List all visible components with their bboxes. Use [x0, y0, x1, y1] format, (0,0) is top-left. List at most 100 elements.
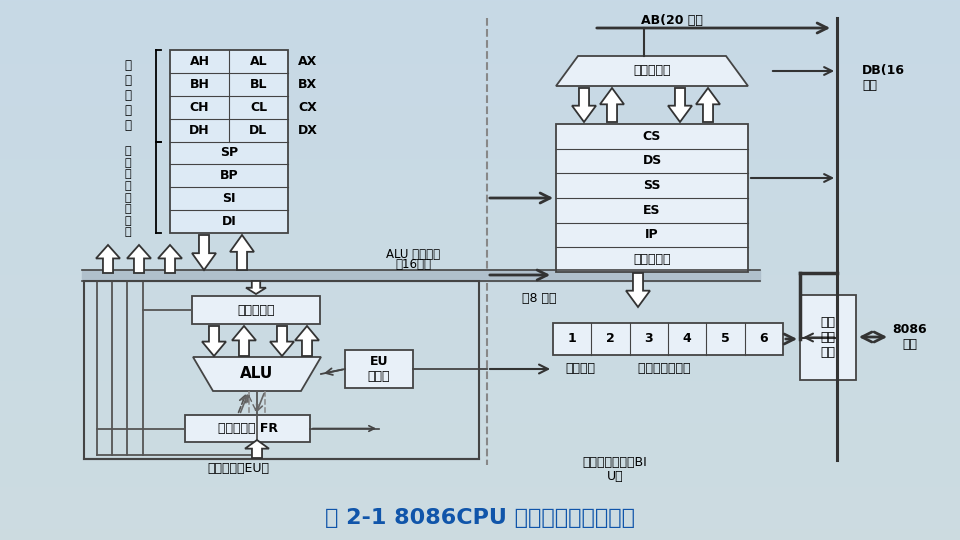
Bar: [0, 259, 960, 260]
Bar: [0, 340, 960, 341]
Bar: [0, 255, 960, 256]
Bar: [0, 29, 960, 30]
Bar: [0, 496, 960, 497]
Bar: [0, 533, 960, 534]
Bar: [0, 453, 960, 454]
Bar: [0, 403, 960, 404]
Bar: [0, 124, 960, 125]
Bar: [0, 289, 960, 290]
Bar: [0, 371, 960, 372]
Bar: [0, 523, 960, 524]
Bar: [0, 339, 960, 340]
Bar: [0, 529, 960, 530]
Bar: [0, 399, 960, 400]
Bar: [0, 168, 960, 169]
Bar: [0, 503, 960, 504]
Bar: [0, 14, 960, 15]
Bar: [0, 44, 960, 45]
Bar: [0, 445, 960, 446]
Bar: [0, 353, 960, 354]
Bar: [0, 504, 960, 505]
Bar: [0, 156, 960, 157]
Bar: [0, 410, 960, 411]
Bar: [0, 365, 960, 366]
Bar: [0, 313, 960, 314]
Bar: [0, 240, 960, 241]
Bar: [0, 330, 960, 331]
Bar: [0, 500, 960, 501]
Bar: [0, 407, 960, 408]
Bar: [0, 335, 960, 336]
Bar: [0, 469, 960, 470]
Bar: [0, 114, 960, 115]
Bar: [0, 18, 960, 19]
Bar: [0, 420, 960, 421]
Bar: [0, 284, 960, 285]
Bar: [0, 117, 960, 118]
Bar: [0, 294, 960, 295]
Text: （8 位）: （8 位）: [522, 292, 557, 305]
Bar: [0, 208, 960, 209]
Bar: [0, 113, 960, 114]
Text: DS: DS: [642, 154, 661, 167]
Bar: [0, 429, 960, 430]
Bar: [0, 111, 960, 112]
Bar: [0, 439, 960, 440]
Bar: [0, 242, 960, 243]
Bar: [0, 142, 960, 143]
Bar: [0, 209, 960, 210]
Bar: [0, 456, 960, 457]
Bar: [0, 27, 960, 28]
Bar: [0, 331, 960, 332]
Bar: [0, 464, 960, 465]
Text: DI: DI: [222, 215, 236, 228]
Bar: [0, 352, 960, 353]
Bar: [0, 41, 960, 42]
Bar: [556, 124, 748, 272]
Bar: [0, 253, 960, 254]
Bar: [0, 67, 960, 68]
Polygon shape: [556, 56, 748, 86]
Bar: [0, 57, 960, 58]
Bar: [0, 256, 960, 257]
Bar: [0, 481, 960, 482]
Bar: [0, 30, 960, 31]
Bar: [0, 377, 960, 378]
Text: 标志寄存器 FR: 标志寄存器 FR: [218, 422, 277, 435]
Bar: [0, 322, 960, 323]
Bar: [0, 19, 960, 20]
Text: 2: 2: [606, 333, 614, 346]
Bar: [0, 316, 960, 317]
Polygon shape: [232, 326, 256, 356]
Bar: [0, 291, 960, 292]
Bar: [0, 345, 960, 346]
Bar: [0, 231, 960, 232]
Polygon shape: [668, 88, 692, 122]
Bar: [0, 197, 960, 198]
Text: BX: BX: [298, 78, 317, 91]
Bar: [0, 179, 960, 180]
Bar: [0, 317, 960, 318]
Bar: [0, 470, 960, 471]
Bar: [0, 471, 960, 472]
Bar: [0, 305, 960, 306]
Text: EU
控制器: EU 控制器: [368, 355, 391, 383]
Bar: [0, 216, 960, 217]
Bar: [0, 301, 960, 302]
Bar: [0, 363, 960, 364]
Bar: [0, 526, 960, 527]
Bar: [0, 104, 960, 105]
Bar: [0, 141, 960, 142]
Bar: [0, 480, 960, 481]
Bar: [0, 338, 960, 339]
Bar: [0, 437, 960, 438]
Bar: [0, 280, 960, 281]
Polygon shape: [245, 440, 269, 458]
Text: CH: CH: [190, 100, 209, 114]
Bar: [0, 444, 960, 445]
Bar: [0, 129, 960, 130]
Bar: [0, 416, 960, 417]
Bar: [0, 275, 960, 276]
Polygon shape: [600, 88, 624, 122]
Bar: [0, 528, 960, 529]
